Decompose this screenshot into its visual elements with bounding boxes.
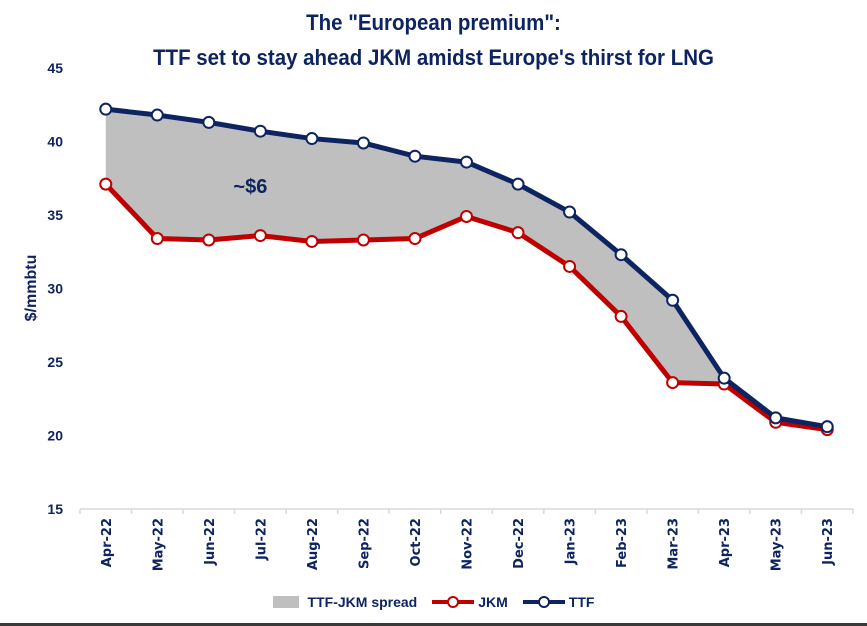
x-tick-label: Jan-23 [564, 518, 579, 565]
ttf-point [460, 155, 473, 169]
legend-item-ttf: TTF [522, 594, 595, 610]
ttf-point [408, 149, 422, 163]
ttf-point [563, 205, 577, 219]
jkm-point [356, 233, 370, 247]
spread-annotation: ~$6 [233, 176, 267, 198]
ttf-point [253, 124, 267, 138]
x-tick-label: Apr-22 [100, 518, 115, 567]
ttf-point [614, 248, 628, 262]
jkm-point [666, 376, 680, 390]
spread-swatch [272, 596, 299, 608]
ttf-point [356, 136, 370, 150]
x-tick-label: Jun-23 [821, 518, 836, 566]
jkm-point [202, 233, 216, 247]
y-tick-label: 25 [47, 354, 63, 370]
ttf-point [99, 102, 113, 116]
ttf-point [150, 108, 164, 122]
x-tick-label: Oct-22 [409, 518, 424, 566]
legend-label-spread: TTF-JKM spread [307, 594, 418, 610]
legend: TTF-JKM spread JKM TTF [0, 594, 867, 610]
x-tick-label: Sep-22 [357, 518, 372, 569]
y-tick-label: 40 [47, 134, 63, 150]
jkm-point [614, 309, 628, 323]
x-tick-label: Dec-22 [512, 518, 527, 569]
y-axis-label: $/mmbtu [23, 255, 40, 322]
x-tick-label: Aug-22 [306, 518, 321, 570]
jkm-point [511, 226, 525, 240]
bottom-border [0, 623, 867, 626]
y-tick-label: 15 [47, 501, 63, 517]
ttf-swatch [522, 596, 565, 608]
ttf-point [305, 132, 319, 146]
ttf-point [820, 420, 834, 434]
x-tick-label: May-23 [770, 518, 785, 571]
y-axis: 15 20 25 30 35 40 45 [47, 60, 63, 517]
legend-item-spread: TTF-JKM spread [272, 594, 418, 610]
x-tick-label: Feb-23 [615, 518, 630, 568]
jkm-point [150, 232, 164, 246]
chart-subtitle: TTF set to stay ahead JKM amidst Europe'… [153, 45, 714, 70]
jkm-point [305, 234, 319, 248]
legend-label-jkm: JKM [478, 594, 508, 610]
x-tick-label: Jun-22 [203, 518, 218, 566]
y-tick-label: 35 [47, 207, 63, 223]
ttf-point [666, 293, 680, 307]
ttf-point [202, 115, 216, 129]
x-tick-label: Nov-22 [461, 518, 476, 570]
chart-plot: 15 20 25 30 35 40 45 $/mmbtu Apr-22 May-22 Jun-2… [23, 60, 854, 571]
ttf-point [717, 371, 731, 385]
x-tick-label: Apr-23 [718, 518, 733, 567]
series-lines [99, 102, 834, 437]
legend-item-jkm: JKM [431, 594, 508, 610]
jkm-point [460, 209, 473, 223]
x-tick-label: Mar-23 [667, 518, 682, 570]
jkm-swatch [432, 596, 475, 608]
legend-label-ttf: TTF [568, 594, 595, 610]
jkm-point [563, 259, 577, 273]
x-tick-label: Jul-22 [254, 518, 269, 561]
jkm-point [99, 177, 113, 191]
x-tick-label: May-22 [151, 518, 166, 571]
y-tick-label: 45 [47, 60, 63, 76]
chart-title: The "European premium": [306, 10, 561, 35]
jkm-point [253, 229, 267, 243]
x-axis: Apr-22 May-22 Jun-22 Jul-22 Aug-22 Sep-22 Oct-… [79, 509, 854, 571]
ttf-point [769, 411, 783, 425]
y-tick-label: 20 [47, 428, 63, 444]
ttf-point [511, 177, 525, 191]
jkm-point [408, 232, 422, 246]
y-tick-label: 30 [47, 281, 63, 297]
